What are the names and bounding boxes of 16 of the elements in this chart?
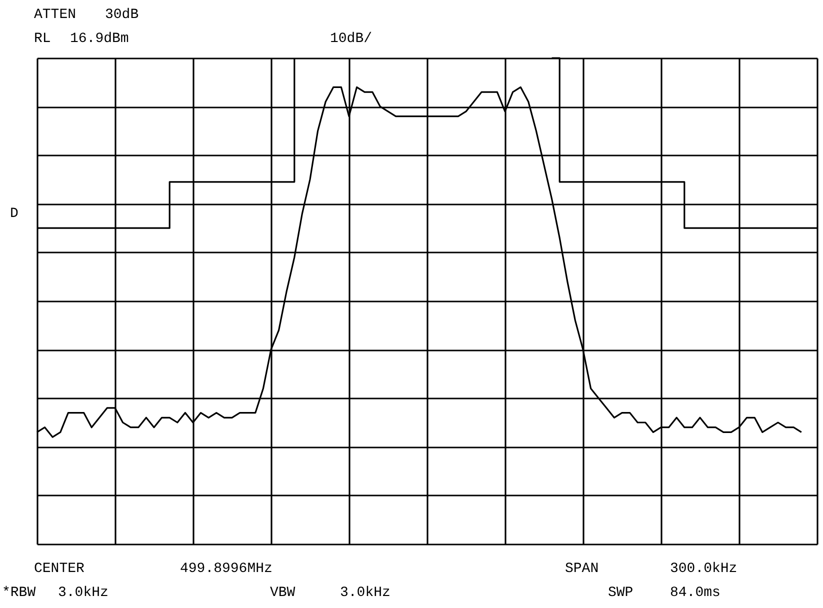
text: VBW — [270, 585, 296, 601]
text: RL — [34, 31, 51, 47]
text: 3.0kHz — [58, 585, 108, 601]
text: ATTEN — [34, 7, 76, 23]
text: 3.0kHz — [340, 585, 390, 601]
text: 84.0ms — [670, 585, 720, 601]
text: D — [10, 206, 18, 222]
text: 499.8996MHz — [180, 561, 272, 577]
text: 30dB — [105, 7, 139, 23]
text: CENTER — [34, 561, 86, 577]
text: 16.9dBm — [70, 31, 129, 47]
text: SPAN — [565, 561, 599, 577]
text: 10dB/ — [330, 31, 372, 47]
text: SWP — [608, 585, 634, 601]
text: *RBW — [2, 585, 36, 601]
text: 300.0kHz — [670, 561, 738, 577]
